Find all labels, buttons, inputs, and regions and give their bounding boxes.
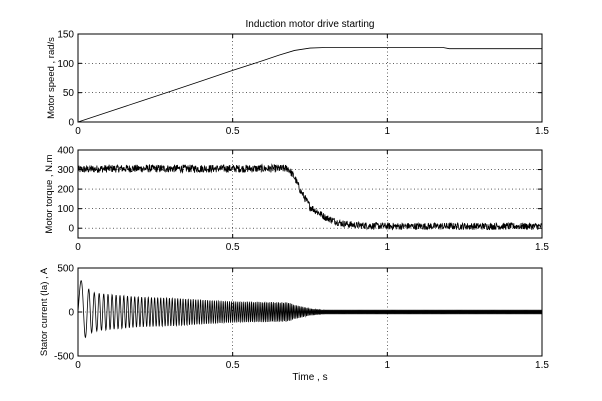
speed-plot-frame bbox=[77, 33, 543, 123]
torque-xtick-label: 0 bbox=[75, 242, 81, 253]
current-ytick-label: 500 bbox=[57, 264, 74, 275]
torque-ytick-label: 300 bbox=[57, 165, 74, 176]
speed-trace bbox=[77, 47, 542, 123]
current-trace bbox=[77, 280, 543, 339]
speed-xtick-label: 1.5 bbox=[535, 126, 549, 137]
speed-ytick-label: 100 bbox=[57, 59, 74, 70]
current-ytick-label: -500 bbox=[54, 352, 74, 363]
torque-ytick-label: 400 bbox=[57, 146, 74, 157]
torque-trace bbox=[77, 163, 543, 231]
torque-plot-frame bbox=[77, 149, 543, 239]
torque-plot: 0 0.5 1 1.5 0 100 200 300 400 Motor torque , N.m bbox=[44, 146, 549, 254]
speed-xtick-label: 1 bbox=[385, 126, 391, 137]
torque-xtick-label: 1 bbox=[385, 242, 391, 253]
torque-ytick-label: 200 bbox=[57, 185, 74, 196]
torque-ylabel: Motor torque , N.m bbox=[44, 154, 55, 233]
chart-title: Induction motor drive starting bbox=[246, 19, 375, 30]
current-xtick-label: 1 bbox=[385, 360, 391, 371]
current-xtick-label: 0 bbox=[75, 360, 81, 371]
speed-plot: 0 0.5 1 1.5 0 50 100 150 Motor speed , rad/s bbox=[46, 30, 549, 138]
torque-xtick-label: 1.5 bbox=[535, 242, 549, 253]
current-xtick-label: 1.5 bbox=[535, 360, 549, 371]
current-xtick-label: 0.5 bbox=[226, 360, 240, 371]
current-ytick-label: 0 bbox=[68, 308, 74, 319]
speed-xtick-label: 0.5 bbox=[226, 126, 240, 137]
torque-ytick-label: 100 bbox=[57, 204, 74, 215]
current-ylabel: Stator current (Ia) , A bbox=[39, 267, 50, 356]
torque-ytick-label: 0 bbox=[68, 224, 74, 235]
speed-ytick-label: 0 bbox=[68, 118, 74, 129]
speed-ylabel: Motor speed , rad/s bbox=[46, 37, 57, 119]
speed-ytick-label: 50 bbox=[63, 88, 75, 99]
speed-ytick-label: 150 bbox=[57, 30, 74, 41]
current-xlabel: Time , s bbox=[292, 372, 327, 383]
torque-xtick-label: 0.5 bbox=[226, 242, 240, 253]
speed-xtick-label: 0 bbox=[75, 126, 81, 137]
